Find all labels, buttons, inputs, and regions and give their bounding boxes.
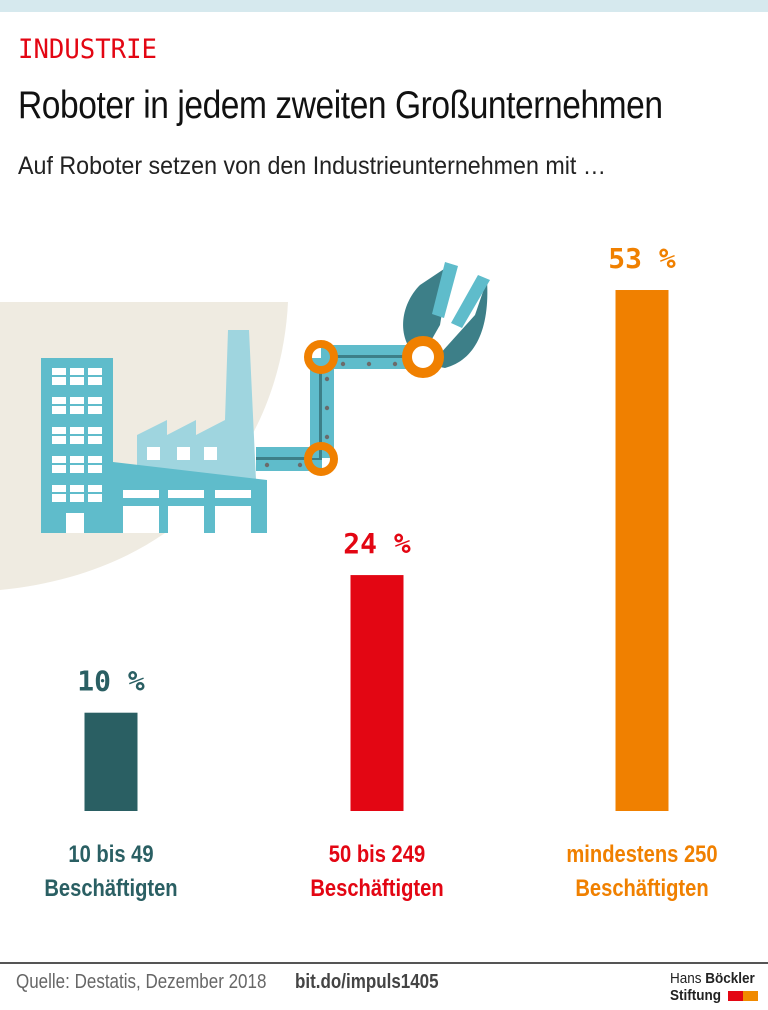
category-label-3-line-1: mindestens 250 bbox=[566, 840, 717, 867]
category-label-2-line-2: Beschäftigten bbox=[310, 874, 443, 901]
office-tower bbox=[41, 358, 113, 533]
source-link[interactable]: bit.do/impuls1405 bbox=[295, 971, 439, 993]
front-hall-doors bbox=[123, 490, 251, 533]
gripper-jaw-left bbox=[403, 265, 450, 360]
logo-orange-square bbox=[743, 990, 758, 1001]
hans-boeckler-logo: Hans Böckler Stiftung bbox=[670, 970, 764, 1004]
bar-2 bbox=[350, 575, 404, 811]
joint-wrist bbox=[402, 336, 444, 378]
top-accent-strip bbox=[0, 0, 768, 12]
bar-3 bbox=[615, 290, 669, 811]
bar-chart: 10 % 10 bis 49 Beschäftigten 24 % 50 bis 249… bbox=[44, 242, 717, 901]
category-label-2-line-1: 50 bis 249 bbox=[329, 840, 425, 867]
logo-red-square bbox=[728, 990, 743, 1001]
gripper-teeth-right bbox=[451, 275, 490, 328]
chart-title: Roboter in jedem zweiten Großunternehmen bbox=[18, 84, 663, 127]
category-label-3-line-2: Beschäftigten bbox=[575, 874, 708, 901]
gripper-teeth-left bbox=[432, 262, 458, 318]
chart-subtitle: Auf Roboter setzen von den Industrieunte… bbox=[18, 152, 607, 180]
logo-word-hans: Hans bbox=[670, 970, 702, 987]
value-label-2: 24 % bbox=[343, 527, 411, 560]
gripper-jaw-right bbox=[430, 280, 488, 368]
category-label-1-line-1: 10 bis 49 bbox=[68, 840, 153, 867]
footer-divider bbox=[0, 962, 768, 964]
factory-hall-light bbox=[137, 330, 256, 480]
category-kicker: INDUSTRIE bbox=[18, 34, 157, 65]
value-label-1: 10 % bbox=[77, 665, 145, 698]
factory-hall-windows bbox=[147, 447, 217, 460]
joint-elbow bbox=[304, 340, 338, 374]
bar-1 bbox=[84, 712, 138, 811]
joint-lower bbox=[304, 442, 338, 476]
value-label-3: 53 % bbox=[608, 242, 676, 275]
tower-window-mullions bbox=[52, 375, 102, 494]
source-note: Quelle: Destatis, Dezember 2018 bbox=[16, 971, 267, 993]
logo-word-stiftung: Stiftung bbox=[670, 987, 721, 1004]
category-label-1-line-2: Beschäftigten bbox=[44, 874, 177, 901]
factory-robot-illustration bbox=[0, 262, 490, 590]
logo-word-boeckler: Böckler bbox=[705, 970, 755, 987]
